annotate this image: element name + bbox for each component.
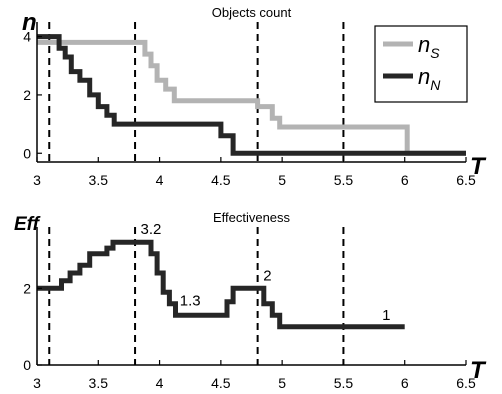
x-tick-label-2-3: 4: [156, 375, 164, 391]
x-tick-label-1-5: 5: [278, 172, 286, 188]
x-tick-label-1-8: 6.5: [456, 172, 476, 188]
x-axis-label-1: T: [470, 153, 487, 180]
chart-title-1: Objects count: [212, 5, 292, 20]
data-label-3: 2: [263, 268, 271, 285]
legend-box: [374, 25, 468, 103]
y-tick-label-2-2: 2: [23, 280, 31, 296]
y-tick-label-2-1: 0: [23, 357, 31, 373]
series-line-nS: [37, 39, 466, 156]
legend-label-nN: nN: [418, 64, 441, 93]
data-label-4: 1: [382, 307, 390, 324]
x-tick-label-1-1: 3: [33, 172, 41, 188]
x-tick-label-2-5: 5: [278, 375, 286, 391]
x-tick-label-2-4: 4.5: [211, 375, 231, 391]
series-line-Eff: [37, 239, 405, 330]
x-tick-label-1-7: 6: [401, 172, 409, 188]
chart-title-2: Effectiveness: [213, 210, 291, 225]
y-axis-label-2: Eff: [14, 214, 41, 235]
x-tick-label-1-6: 5.5: [334, 172, 354, 188]
x-tick-label-2-8: 6.5: [456, 375, 476, 391]
y-axis-label-1: n: [22, 9, 37, 36]
x-tick-label-2-7: 6: [401, 375, 409, 391]
data-label-1: 3.2: [141, 221, 162, 238]
series-line-nN: [37, 34, 466, 156]
data-label-2: 1.3: [180, 293, 201, 310]
y-tick-label-1-2: 2: [23, 87, 31, 103]
y-tick-label-1-3: 4: [23, 29, 31, 45]
x-tick-label-2-6: 5.5: [334, 375, 354, 391]
y-tick-label-1-1: 0: [23, 145, 31, 161]
legend-label-nS: nS: [418, 32, 440, 61]
x-axis-label-2: T: [470, 357, 487, 384]
x-tick-label-1-2: 3.5: [89, 172, 109, 188]
x-tick-label-1-3: 4: [156, 172, 164, 188]
x-tick-label-1-4: 4.5: [211, 172, 231, 188]
x-tick-label-2-2: 3.5: [89, 375, 109, 391]
x-tick-label-2-1: 3: [33, 375, 41, 391]
